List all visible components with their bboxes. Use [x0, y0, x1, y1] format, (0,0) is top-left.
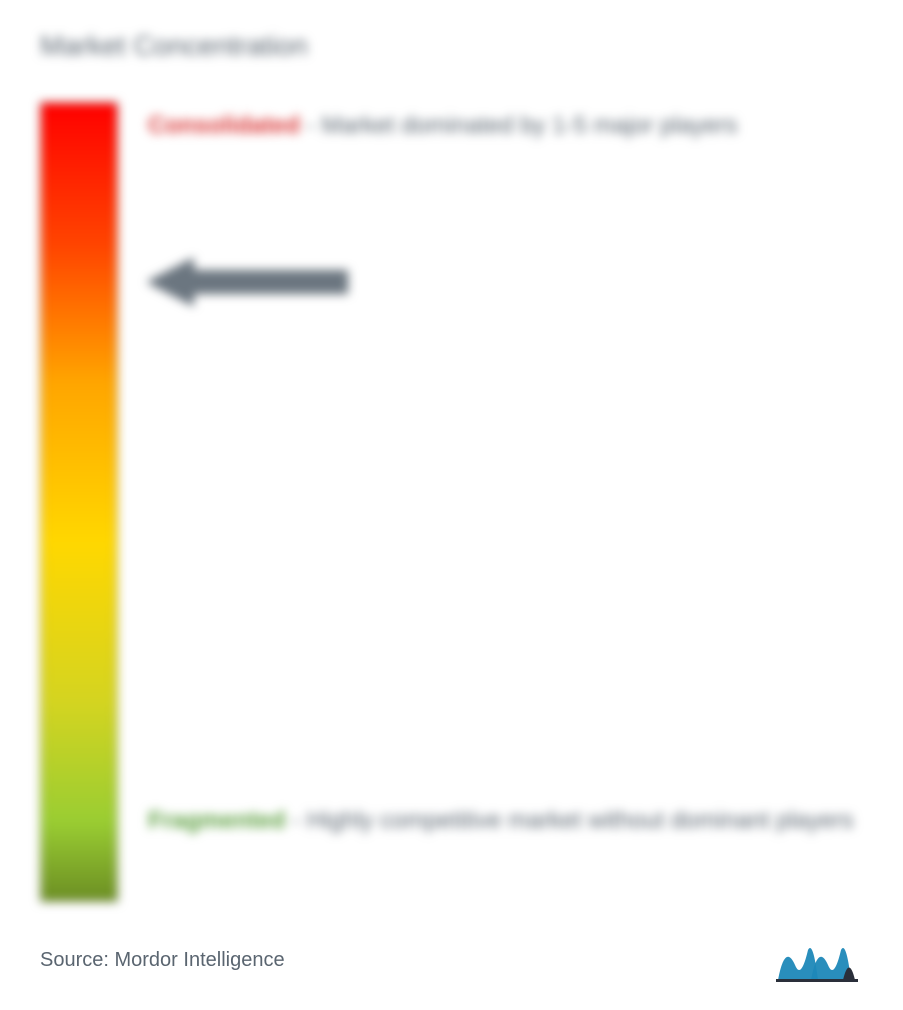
position-arrow [148, 257, 348, 307]
source-text: Source: Mordor Intelligence [40, 949, 285, 972]
content-area: Consolidated - Market dominated by 1-5 m… [40, 102, 863, 922]
fragmented-description: Fragmented - Highly competitive market w… [148, 802, 854, 840]
logo [773, 935, 863, 985]
descriptions-column: Consolidated - Market dominated by 1-5 m… [148, 102, 863, 922]
fragmented-label: Fragmented [148, 807, 285, 834]
footer: Source: Mordor Intelligence [40, 935, 863, 985]
consolidated-description: Consolidated - Market dominated by 1-5 m… [148, 107, 738, 145]
fragmented-text: - Highly competitive market without domi… [285, 807, 853, 834]
consolidated-text: - Market dominated by 1-5 major players [300, 112, 738, 139]
arrow-icon [148, 257, 348, 307]
consolidated-label: Consolidated [148, 112, 300, 139]
chart-title: Market Concentration [40, 30, 863, 62]
concentration-gradient-bar [40, 102, 118, 902]
mordor-logo-icon [773, 935, 863, 985]
